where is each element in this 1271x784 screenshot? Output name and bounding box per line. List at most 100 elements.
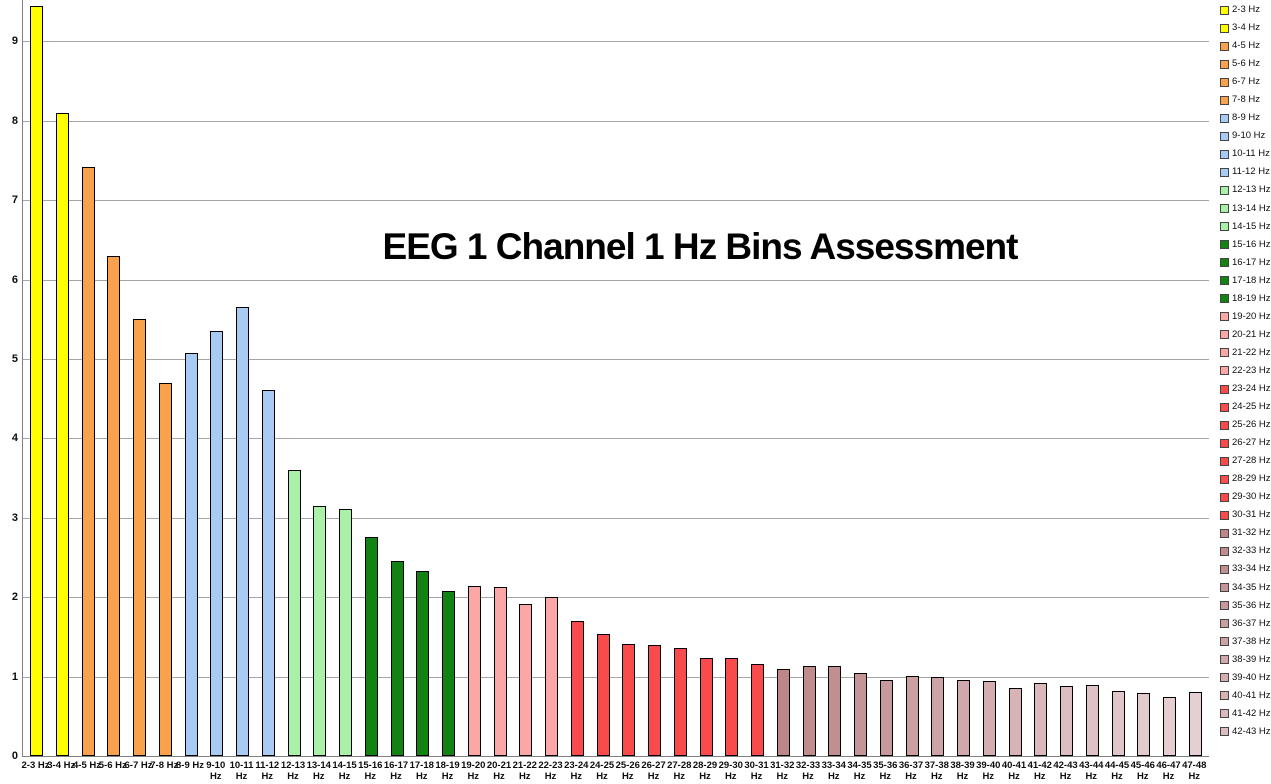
legend-item-24-25-hz: 24-25 Hz — [1220, 398, 1271, 416]
bar-3-4-hz — [55, 112, 69, 756]
legend-label: 12-13 Hz — [1232, 184, 1271, 196]
legend-item-31-32-hz: 31-32 Hz — [1220, 524, 1271, 542]
legend-swatch-icon — [1220, 330, 1229, 340]
gridline-y5 — [23, 358, 1209, 360]
legend-swatch-icon — [1220, 637, 1229, 647]
bar-13-14-hz — [313, 505, 327, 756]
bar-46-47-hz — [1163, 697, 1176, 756]
legend-item-22-23-hz: 22-23 Hz — [1220, 362, 1271, 380]
legend-label: 3-4 Hz — [1232, 22, 1260, 34]
legend-item-9-10-hz: 9-10 Hz — [1220, 127, 1270, 145]
x-tick-label-34-35: 34-35 Hz — [847, 760, 872, 782]
legend-item-23-24-hz: 23-24 Hz — [1220, 380, 1271, 398]
legend-swatch-icon — [1220, 438, 1229, 448]
legend-swatch-icon — [1220, 709, 1229, 719]
x-tick-label-21-22: 21-22 Hz — [512, 760, 537, 782]
x-tick-label-18-19: 18-19 Hz — [435, 760, 460, 782]
bar-29-30-hz — [725, 657, 739, 756]
legend-item-10-11-hz: 10-11 Hz — [1220, 145, 1270, 163]
bar-23-24-hz — [570, 621, 584, 756]
x-tick-label-42-43: 42-43 Hz — [1053, 760, 1078, 782]
legend-item-28-29-hz: 28-29 Hz — [1220, 470, 1271, 488]
x-tick-label-47-48: 47-48 Hz — [1182, 760, 1207, 782]
x-tick-label-16-17: 16-17 Hz — [383, 760, 409, 782]
bar-15-16-hz — [364, 536, 378, 756]
legend-swatch-icon — [1220, 510, 1229, 520]
gridline-y9 — [23, 41, 1209, 43]
legend-item-29-30-hz: 29-30 Hz — [1220, 488, 1271, 506]
bar-43-44-hz — [1085, 684, 1099, 756]
x-tick-label-15-16: 15-16 Hz — [358, 760, 383, 782]
x-tick-label-20-21: 20-21 Hz — [486, 760, 512, 782]
x-tick-label-35-36: 35-36 Hz — [873, 760, 898, 782]
bar-37-38-hz — [931, 677, 945, 756]
bar-40-41-hz — [1008, 687, 1022, 756]
legend-item-20-21-hz: 20-21 Hz — [1220, 326, 1271, 344]
legend-label: 18-19 Hz — [1232, 292, 1271, 304]
legend-item-38-39-hz: 38-39 Hz — [1220, 651, 1271, 669]
bar-6-7-hz — [133, 319, 146, 756]
x-tick-label-7-8: 7-8 Hz — [150, 760, 179, 771]
chart-title: EEG 1 Channel 1 Hz Bins Assessment — [382, 226, 1019, 267]
legend-item-17-18-hz: 17-18 Hz — [1220, 272, 1271, 290]
plot-area — [22, 0, 1209, 757]
legend-item-35-36-hz: 35-36 Hz — [1220, 597, 1271, 615]
bar-35-36-hz — [879, 679, 893, 756]
legend-swatch-icon — [1220, 420, 1229, 430]
legend: 2-3 Hz 3-4 Hz 4-5 Hz 5-6 Hz 6-7 Hz 7-8 Hz 8-9 … — [1220, 1, 1271, 741]
bar-21-22-hz — [519, 604, 533, 756]
gridline-y1 — [23, 676, 1209, 678]
bar-12-13-hz — [287, 470, 301, 756]
legend-swatch-icon — [1220, 564, 1229, 574]
legend-swatch-icon — [1220, 655, 1229, 665]
x-tick-label-25-26: 25-26 Hz — [615, 760, 640, 782]
legend-label: 13-14 Hz — [1232, 202, 1271, 214]
legend-item-25-26-hz: 25-26 Hz — [1220, 416, 1271, 434]
x-tick-label-13-14: 13-14 Hz — [306, 760, 331, 782]
x-tick-label-17-18: 17-18 Hz — [409, 760, 434, 782]
x-tick-label-26-27: 26-27 Hz — [641, 760, 666, 782]
bar-9-10-hz — [210, 331, 224, 756]
y-tick-label-6: 6 — [11, 273, 18, 286]
gridline-y4 — [23, 438, 1209, 440]
legend-item-11-12-hz: 11-12 Hz — [1220, 163, 1270, 181]
legend-label: 32-33 Hz — [1232, 545, 1271, 557]
y-tick-label-1: 1 — [11, 670, 18, 683]
legend-label: 27-28 Hz — [1232, 455, 1271, 467]
x-tick-label-37-38: 37-38 Hz — [924, 760, 949, 782]
x-tick-label-9-10: 9-10 Hz — [206, 760, 226, 782]
x-tick-label-4-5: 4-5 Hz — [73, 760, 101, 771]
legend-label: 22-23 Hz — [1232, 364, 1271, 376]
legend-swatch-icon — [1220, 366, 1229, 376]
legend-label: 26-27 Hz — [1232, 437, 1271, 449]
legend-label: 10-11 Hz — [1232, 148, 1270, 160]
x-tick-label-28-29: 28-29 Hz — [692, 760, 718, 782]
legend-label: 37-38 Hz — [1232, 635, 1271, 647]
y-tick-label-9: 9 — [11, 35, 18, 48]
bar-30-31-hz — [751, 663, 764, 756]
x-tick-label-2-3: 2-3 Hz — [21, 760, 50, 771]
legend-label: 4-5 Hz — [1232, 40, 1260, 52]
x-tick-label-31-32: 31-32 Hz — [770, 760, 795, 782]
legend-swatch-icon — [1220, 727, 1229, 737]
legend-label: 9-10 Hz — [1232, 130, 1266, 142]
legend-swatch-icon — [1220, 619, 1229, 629]
legend-label: 34-35 Hz — [1232, 581, 1271, 593]
x-tick-label-19-20: 19-20 Hz — [461, 760, 486, 782]
legend-label: 23-24 Hz — [1232, 383, 1271, 394]
legend-label: 7-8 Hz — [1232, 94, 1260, 106]
legend-item-40-41-hz: 40-41 Hz — [1220, 687, 1271, 705]
bar-34-35-hz — [854, 672, 867, 756]
legend-swatch-icon — [1220, 131, 1229, 141]
legend-item-5-6-hz: 5-6 Hz — [1220, 55, 1270, 73]
legend-swatch-icon — [1220, 276, 1229, 286]
legend-swatch-icon — [1220, 41, 1229, 51]
bar-10-11-hz — [236, 306, 249, 756]
legend-item-34-35-hz: 34-35 Hz — [1220, 579, 1271, 597]
legend-item-3-4-hz: 3-4 Hz — [1220, 19, 1270, 37]
x-tick-label-27-28: 27-28 Hz — [667, 760, 692, 782]
x-tick-label-11-12: 11-12 Hz — [255, 760, 280, 782]
legend-label: 30-31 Hz — [1232, 509, 1271, 521]
legend-swatch-icon — [1220, 691, 1229, 701]
